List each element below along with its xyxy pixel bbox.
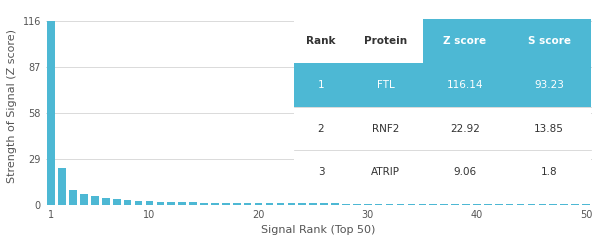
- Bar: [69, 190, 77, 205]
- Bar: [244, 203, 251, 205]
- Bar: [582, 204, 590, 205]
- Bar: [134, 201, 142, 205]
- Bar: [484, 204, 491, 205]
- Text: Z score: Z score: [443, 36, 487, 46]
- Bar: [146, 201, 153, 205]
- Text: 13.85: 13.85: [534, 123, 564, 134]
- Text: 1.8: 1.8: [541, 167, 557, 177]
- Bar: [571, 204, 579, 205]
- Text: 116.14: 116.14: [447, 80, 483, 90]
- Bar: [320, 204, 328, 205]
- Bar: [506, 204, 514, 205]
- Bar: [189, 202, 197, 205]
- X-axis label: Signal Rank (Top 50): Signal Rank (Top 50): [262, 225, 376, 235]
- Bar: [364, 204, 371, 205]
- Bar: [124, 200, 131, 205]
- Bar: [298, 203, 306, 205]
- Bar: [527, 204, 535, 205]
- Bar: [507, 19, 591, 63]
- Bar: [539, 204, 546, 205]
- Bar: [47, 21, 55, 205]
- Text: 1: 1: [317, 80, 325, 90]
- Bar: [353, 204, 361, 205]
- Text: FTL: FTL: [377, 80, 394, 90]
- Bar: [310, 203, 317, 205]
- Bar: [348, 19, 423, 63]
- Bar: [200, 203, 208, 205]
- Bar: [233, 203, 241, 205]
- Bar: [222, 203, 230, 205]
- Bar: [113, 199, 121, 205]
- Text: 3: 3: [317, 167, 325, 177]
- Bar: [550, 204, 557, 205]
- Bar: [211, 203, 219, 205]
- Bar: [266, 203, 274, 205]
- Bar: [331, 204, 339, 205]
- Text: RNF2: RNF2: [372, 123, 399, 134]
- Bar: [397, 204, 404, 205]
- Bar: [430, 204, 437, 205]
- Bar: [80, 194, 88, 205]
- Text: 22.92: 22.92: [450, 123, 480, 134]
- Bar: [495, 204, 503, 205]
- Text: 93.23: 93.23: [534, 80, 564, 90]
- Bar: [294, 19, 348, 63]
- Bar: [517, 204, 524, 205]
- Bar: [277, 203, 284, 205]
- Bar: [419, 204, 426, 205]
- Bar: [473, 204, 481, 205]
- Bar: [386, 204, 394, 205]
- Bar: [560, 204, 568, 205]
- Text: Protein: Protein: [364, 36, 407, 46]
- Bar: [451, 204, 459, 205]
- Bar: [294, 63, 591, 107]
- Bar: [157, 202, 164, 205]
- Text: S score: S score: [527, 36, 571, 46]
- Bar: [407, 204, 415, 205]
- Text: Rank: Rank: [306, 36, 336, 46]
- Bar: [462, 204, 470, 205]
- Bar: [91, 197, 98, 205]
- Bar: [294, 107, 591, 150]
- Bar: [440, 204, 448, 205]
- Text: 2: 2: [317, 123, 325, 134]
- Bar: [102, 198, 110, 205]
- Text: 9.06: 9.06: [454, 167, 476, 177]
- Bar: [255, 203, 262, 205]
- Bar: [58, 168, 66, 205]
- Bar: [294, 150, 591, 194]
- Bar: [375, 204, 382, 205]
- Bar: [342, 204, 350, 205]
- Bar: [287, 203, 295, 205]
- Bar: [167, 202, 175, 205]
- Y-axis label: Strength of Signal (Z score): Strength of Signal (Z score): [7, 29, 17, 183]
- Bar: [178, 202, 186, 205]
- Text: ATRIP: ATRIP: [371, 167, 400, 177]
- Bar: [423, 19, 507, 63]
